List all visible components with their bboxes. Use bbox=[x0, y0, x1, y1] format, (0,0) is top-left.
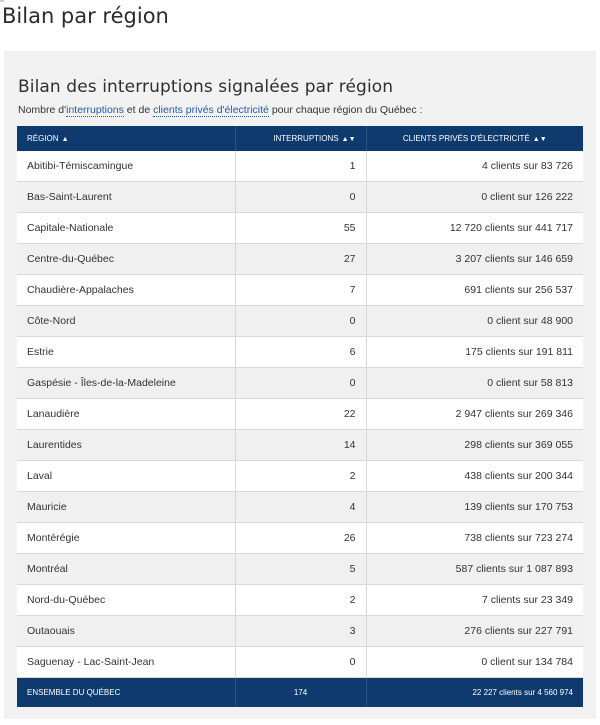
interruptions-cell: 0 bbox=[235, 305, 367, 337]
region-cell: Centre-du-Québec bbox=[17, 243, 236, 275]
interruptions-cell: 5 bbox=[235, 553, 367, 585]
clients-header-label: Clients privés d'électricité bbox=[402, 134, 530, 143]
table-row: Chaudière-Appalaches 7 691 clients sur 256… bbox=[17, 274, 583, 306]
interruptions-cell: 0 bbox=[235, 646, 367, 678]
total-clients: 22 227 clients sur 4 560 974 bbox=[366, 677, 583, 707]
region-cell: Laurentides bbox=[17, 429, 236, 461]
table-row: Laurentides 14 298 clients sur 369 055 bbox=[17, 429, 583, 461]
clients-cell: 0 client sur 126 222 bbox=[366, 181, 583, 213]
total-label: Ensemble du Québec bbox=[17, 677, 236, 707]
page-title: Bilan par région bbox=[2, 4, 169, 28]
interruptions-cell: 6 bbox=[235, 336, 367, 368]
sort-both-icon: ▲▼ bbox=[532, 136, 547, 143]
region-cell: Nord-du-Québec bbox=[17, 584, 236, 616]
interruptions-cell: 2 bbox=[235, 460, 367, 492]
table-row: Bas-Saint-Laurent 0 0 client sur 126 222 bbox=[17, 181, 583, 213]
region-cell: Côte-Nord bbox=[17, 305, 236, 337]
interruptions-cell: 0 bbox=[235, 181, 367, 213]
region-cell: Lanaudière bbox=[17, 398, 236, 430]
table-row: Estrie 6 175 clients sur 191 811 bbox=[17, 336, 583, 368]
table-row: Centre-du-Québec 27 3 207 clients sur 146 … bbox=[17, 243, 583, 275]
interruptions-cell: 22 bbox=[235, 398, 367, 430]
clients-cell: 0 client sur 58 813 bbox=[366, 367, 583, 399]
interruptions-cell: 4 bbox=[235, 491, 367, 523]
clients-cell: 587 clients sur 1 087 893 bbox=[366, 553, 583, 585]
region-cell: Bas-Saint-Laurent bbox=[17, 181, 236, 213]
region-cell: Chaudière-Appalaches bbox=[17, 274, 236, 306]
interruptions-link[interactable]: interruptions bbox=[66, 104, 124, 117]
clients-cell: 276 clients sur 227 791 bbox=[366, 615, 583, 647]
clients-cell: 7 clients sur 23 349 bbox=[366, 584, 583, 616]
table-row: Capitale-Nationale 55 12 720 clients sur 4… bbox=[17, 212, 583, 244]
intro-text-part: pour chaque région du Québec : bbox=[268, 104, 423, 116]
intro-text: Nombre d'interruptions et de clients pri… bbox=[18, 104, 423, 117]
clients-cell: 12 720 clients sur 441 717 bbox=[366, 212, 583, 244]
clients-cell: 691 clients sur 256 537 bbox=[366, 274, 583, 306]
table-row: Nord-du-Québec 2 7 clients sur 23 349 bbox=[17, 584, 583, 616]
interruptions-cell: 26 bbox=[235, 522, 367, 554]
region-cell: Gaspésie - Îles-de-la-Madeleine bbox=[17, 367, 236, 399]
table-row: Lanaudière 22 2 947 clients sur 269 346 bbox=[17, 398, 583, 430]
region-cell: Laval bbox=[17, 460, 236, 492]
sort-both-icon: ▲▼ bbox=[341, 136, 356, 143]
interruptions-cell: 0 bbox=[235, 367, 367, 399]
interruptions-cell: 55 bbox=[235, 212, 367, 244]
interruptions-cell: 7 bbox=[235, 274, 367, 306]
clients-column-header[interactable]: Clients privés d'électricité ▲▼ bbox=[366, 126, 583, 151]
region-table: Région ▲ Interruptions ▲▼ Clients privés d… bbox=[17, 126, 583, 707]
clients-cell: 298 clients sur 369 055 bbox=[366, 429, 583, 461]
clients-cell: 2 947 clients sur 269 346 bbox=[366, 398, 583, 430]
table-row: Saguenay - Lac-Saint-Jean 0 0 client sur 1… bbox=[17, 646, 583, 678]
clients-cell: 0 client sur 134 784 bbox=[366, 646, 583, 678]
table-row: Montérégie 26 738 clients sur 723 274 bbox=[17, 522, 583, 554]
clients-cell: 438 clients sur 200 344 bbox=[366, 460, 583, 492]
region-summary-panel: Bilan des interruptions signalées par ré… bbox=[4, 51, 596, 719]
region-column-header[interactable]: Région ▲ bbox=[17, 126, 236, 151]
table-row: Montréal 5 587 clients sur 1 087 893 bbox=[17, 553, 583, 585]
table-row: Mauricie 4 139 clients sur 170 753 bbox=[17, 491, 583, 523]
interruptions-cell: 3 bbox=[235, 615, 367, 647]
clients-cell: 0 client sur 48 900 bbox=[366, 305, 583, 337]
region-cell: Outaouais bbox=[17, 615, 236, 647]
region-header-label: Région bbox=[27, 134, 59, 143]
interruptions-cell: 14 bbox=[235, 429, 367, 461]
clients-prives-link[interactable]: clients privés d'électricité bbox=[153, 104, 269, 117]
region-cell: Estrie bbox=[17, 336, 236, 368]
interruptions-cell: 1 bbox=[235, 151, 367, 182]
table-row: Laval 2 438 clients sur 200 344 bbox=[17, 460, 583, 492]
clients-cell: 4 clients sur 83 726 bbox=[366, 151, 583, 182]
table-row: Côte-Nord 0 0 client sur 48 900 bbox=[17, 305, 583, 337]
total-interruptions: 174 bbox=[235, 677, 367, 707]
region-cell: Saguenay - Lac-Saint-Jean bbox=[17, 646, 236, 678]
region-cell: Abitibi-Témiscamingue bbox=[17, 151, 236, 182]
clients-cell: 139 clients sur 170 753 bbox=[366, 491, 583, 523]
clients-cell: 175 clients sur 191 811 bbox=[366, 336, 583, 368]
table-row: Outaouais 3 276 clients sur 227 791 bbox=[17, 615, 583, 647]
table-row: Abitibi-Témiscamingue 1 4 clients sur 83 7… bbox=[17, 151, 583, 182]
table-header-row: Région ▲ Interruptions ▲▼ Clients privés d… bbox=[17, 126, 583, 151]
clients-cell: 738 clients sur 723 274 bbox=[366, 522, 583, 554]
table-row: Gaspésie - Îles-de-la-Madeleine 0 0 client… bbox=[17, 367, 583, 399]
interruptions-cell: 27 bbox=[235, 243, 367, 275]
region-cell: Mauricie bbox=[17, 491, 236, 523]
interruptions-cell: 2 bbox=[235, 584, 367, 616]
interruptions-column-header[interactable]: Interruptions ▲▼ bbox=[235, 126, 367, 151]
region-cell: Capitale-Nationale bbox=[17, 212, 236, 244]
clients-cell: 3 207 clients sur 146 659 bbox=[366, 243, 583, 275]
intro-text-part: Nombre d' bbox=[18, 104, 67, 116]
region-cell: Montréal bbox=[17, 553, 236, 585]
page-edge-mark bbox=[0, 0, 4, 2]
region-cell: Montérégie bbox=[17, 522, 236, 554]
interruptions-header-label: Interruptions bbox=[273, 134, 339, 143]
total-row: Ensemble du Québec 174 22 227 clients su… bbox=[17, 677, 583, 707]
sort-ascending-icon: ▲ bbox=[61, 136, 69, 143]
section-title: Bilan des interruptions signalées par ré… bbox=[18, 77, 394, 97]
intro-text-part: et de bbox=[123, 104, 154, 116]
